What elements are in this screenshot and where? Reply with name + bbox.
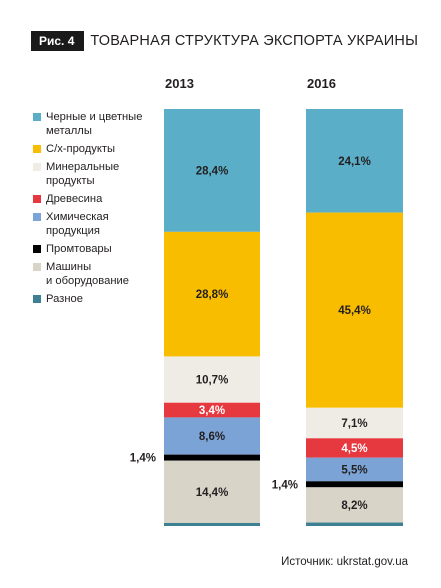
bar-segment-2016-3 <box>306 438 403 458</box>
legend-item: Разное <box>33 292 163 306</box>
data-label: 3,4% <box>199 405 225 417</box>
bar-segment-2013-7 <box>164 522 260 526</box>
bar-segment-2016-4 <box>306 457 403 482</box>
data-label: 24,1% <box>338 156 371 168</box>
data-label: 45,4% <box>338 305 371 317</box>
legend-label: Разное <box>46 293 83 305</box>
bar-segment-2013-0 <box>164 109 260 232</box>
legend-swatch <box>33 263 41 271</box>
data-label: 1,4% <box>272 479 298 491</box>
bar-segment-2013-6 <box>164 460 260 523</box>
legend-swatch <box>33 245 41 253</box>
bar-segment-2013-1 <box>164 231 260 357</box>
data-label: 28,8% <box>196 289 229 301</box>
bar-segment-2016-1 <box>306 212 403 408</box>
legend-swatch <box>33 163 41 171</box>
chart-legend: Черные и цветные металлы С/х-продукты Мине… <box>33 110 163 310</box>
legend-item: Черные и цветные металлы <box>33 110 163 138</box>
legend-label: С/х-продукты <box>46 143 116 155</box>
year-label-2013: 2013 <box>165 76 194 91</box>
legend-item: Химическая продукция <box>33 210 163 238</box>
data-label: 7,1% <box>341 418 367 430</box>
legend-label: Минеральные продукты <box>46 161 120 187</box>
bar-segment-2016-7 <box>306 522 403 526</box>
legend-label: Промтовары <box>46 243 112 255</box>
legend-label: Машины и оборудование <box>46 261 129 287</box>
figure-number-badge: Рис. 4 <box>31 31 85 51</box>
data-label: 28,4% <box>196 165 229 177</box>
data-label: 8,6% <box>199 431 225 443</box>
source-note: Источник: ukrstat.gov.ua <box>281 556 408 568</box>
bar-segment-2013-5 <box>164 454 260 461</box>
legend-label: Древесина <box>46 193 103 205</box>
data-label: 8,2% <box>341 500 367 512</box>
legend-label: Черные и цветные металлы <box>46 111 143 137</box>
bar-segment-2013-2 <box>164 356 260 403</box>
chart-title: ТОВАРНАЯ СТРУКТУРА ЭКСПОРТА УКРАИНЫ <box>90 33 419 49</box>
legend-swatch <box>33 145 41 153</box>
legend-swatch <box>33 213 41 221</box>
year-label-2016: 2016 <box>307 76 336 91</box>
data-label: 14,4% <box>196 487 229 499</box>
bar-segment-2016-5 <box>306 481 403 488</box>
data-label: 4,5% <box>341 443 367 455</box>
data-label: 1,4% <box>130 453 156 465</box>
legend-item: Промтовары <box>33 242 163 256</box>
legend-item: Минеральные продукты <box>33 160 163 188</box>
data-label: 5,5% <box>341 464 367 476</box>
legend-swatch <box>33 195 41 203</box>
data-label: 10,7% <box>196 375 229 387</box>
figure-header: Рис. 4 ТОВАРНАЯ СТРУКТУРА ЭКСПОРТА УКРАИ… <box>31 30 418 52</box>
legend-swatch <box>33 113 41 121</box>
legend-swatch <box>33 295 41 303</box>
legend-item: Машины и оборудование <box>33 260 163 288</box>
legend-item: С/х-продукты <box>33 142 163 156</box>
bar-segment-2016-2 <box>306 407 403 439</box>
bar-segment-2013-3 <box>164 402 260 418</box>
legend-label: Химическая продукция <box>46 211 109 237</box>
bar-segment-2016-0 <box>306 109 403 213</box>
bar-segment-2016-6 <box>306 487 403 523</box>
legend-item: Древесина <box>33 192 163 206</box>
bar-segment-2013-4 <box>164 417 260 455</box>
